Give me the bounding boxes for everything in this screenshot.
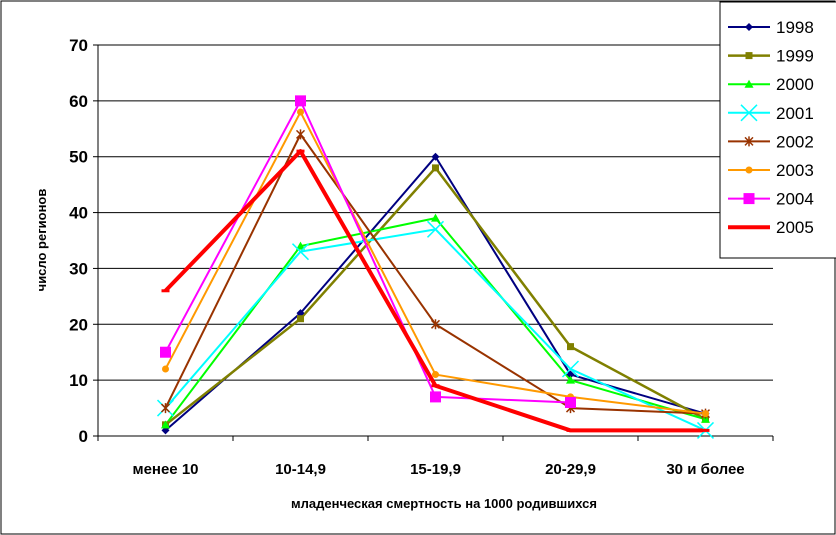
point-2003	[297, 108, 304, 116]
y-tick-label: 60	[69, 92, 88, 111]
x-tick-label: 10-14,9	[275, 461, 326, 478]
y-tick-label: 70	[69, 36, 88, 55]
point-2004	[565, 396, 576, 408]
point-2000	[161, 420, 170, 429]
legend-label-1999: 1999	[776, 47, 814, 66]
legend-marker-2000	[744, 79, 754, 88]
point-2003	[162, 365, 169, 373]
point-2003	[432, 371, 439, 379]
y-tick-label: 40	[69, 204, 88, 223]
point-2000	[296, 241, 305, 250]
point-2002	[430, 319, 441, 330]
y-axis-title: число регионов	[34, 189, 49, 292]
legend-label-1998: 1998	[776, 18, 814, 37]
x-ticks: менее 10 10-14,9 15-19,9 20-29,9 30 и более	[97, 436, 774, 478]
point-2001	[291, 243, 310, 261]
point-2003	[702, 410, 709, 418]
point-2002	[160, 403, 171, 414]
x-tick-label: менее 10	[132, 461, 198, 478]
series-line-2004	[164, 99, 571, 404]
y-tick-label: 0	[79, 427, 88, 446]
point-1999	[297, 315, 304, 323]
x-tick-label: 30 и более	[666, 461, 744, 478]
y-ticks: 0 10 20 30 40 50 60 70	[69, 36, 98, 446]
legend-items: 1998 1999 2000 2001 2002 2003 2004 2005	[728, 18, 814, 237]
legend: 1998 1999 2000 2001 2002 2003 2004 2005	[719, 1, 836, 259]
point-2004	[295, 95, 306, 107]
legend-label-2002: 2002	[776, 132, 814, 151]
point-2000	[566, 375, 575, 384]
x-tick-label: 20-29,9	[545, 461, 596, 478]
point-2004	[430, 391, 441, 403]
point-1999	[567, 343, 574, 351]
legend-label-2000: 2000	[776, 75, 814, 94]
legend-box	[719, 1, 836, 259]
x-axis-title: младенческая смертность на 1000 родивших…	[291, 496, 597, 511]
legend-marker-2002	[744, 136, 754, 147]
point-1999	[432, 164, 439, 172]
point-1998	[566, 370, 575, 379]
point-1998	[296, 309, 305, 318]
y-tick-label: 50	[69, 148, 88, 167]
legend-label-2001: 2001	[776, 104, 814, 123]
point-2004	[160, 346, 171, 358]
legend-marker-1999	[745, 52, 753, 60]
legend-label-2005: 2005	[776, 218, 814, 237]
legend-marker-1998	[745, 23, 753, 31]
point-2001	[561, 360, 580, 378]
y-tick-label: 30	[69, 259, 88, 278]
y-tick-label: 20	[69, 315, 88, 334]
x-tick-label: 15-19,9	[410, 461, 461, 478]
point-1998	[431, 152, 440, 161]
point-2001	[426, 220, 445, 238]
legend-marker-2001	[740, 104, 758, 122]
point-2002	[295, 129, 306, 140]
legend-label-2004: 2004	[776, 190, 814, 209]
legend-label-2003: 2003	[776, 161, 814, 180]
legend-marker-2004	[743, 193, 755, 205]
series-markers	[156, 95, 715, 439]
y-tick-label: 10	[69, 371, 88, 390]
point-1998	[161, 426, 170, 435]
point-2000	[431, 213, 440, 222]
point-2000	[701, 414, 710, 423]
legend-marker-2003	[745, 166, 753, 174]
